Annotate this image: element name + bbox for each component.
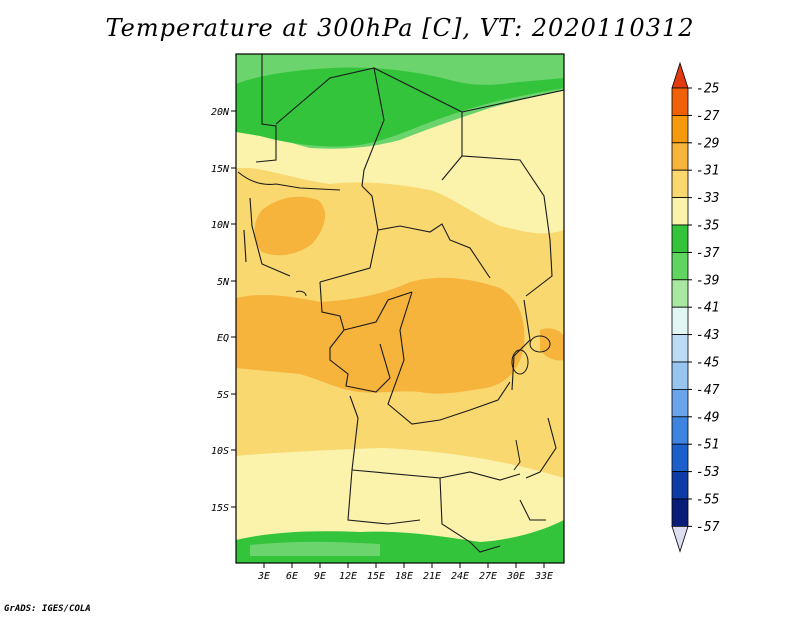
colorbar-label: -53: [696, 465, 719, 480]
colorbar-segment: [671, 251, 689, 281]
lat-labels: 20N 15N 10N 5N EQ 5S 10S 15S: [211, 107, 230, 514]
colorbar-label: -29: [696, 136, 719, 151]
colorbar-segment: [671, 526, 689, 553]
colorbar-label: -43: [696, 328, 719, 343]
colorbar-label: -45: [696, 356, 720, 371]
lat-label: 5S: [217, 390, 229, 401]
lon-ticks: [263, 563, 545, 568]
equatorial-orange-band: [236, 277, 525, 394]
lon-label: 15E: [367, 571, 385, 582]
map-panel: [236, 54, 564, 563]
north-dark-green: [236, 67, 564, 147]
colorbar-label: -35: [696, 219, 720, 234]
colorbar-segment: [671, 334, 689, 363]
lon-label: 18E: [395, 571, 413, 582]
map-frame: [235, 53, 565, 564]
colorbar-label: -49: [696, 410, 719, 425]
footer-credit: GrADS: IGES/COLA: [4, 604, 91, 614]
lon-label: 27E: [479, 571, 497, 582]
lon-label: 21E: [423, 571, 441, 582]
colorbar-segment: [671, 498, 689, 527]
lon-labels: 3E 6E 9E 12E 15E 18E 21E 24E 27E 30E 33E: [257, 571, 553, 582]
lat-label: 15S: [211, 503, 229, 514]
lat-ticks: [231, 110, 236, 508]
lon-label: 9E: [314, 571, 326, 582]
colorbar-segment: [671, 142, 689, 171]
colorbar-segments: [671, 61, 689, 553]
lon-label: 3E: [257, 571, 270, 582]
lat-label: 10N: [211, 220, 230, 231]
colorbar-segment: [671, 87, 689, 116]
lat-label: 10S: [211, 446, 229, 457]
colorbar-segment: [671, 416, 689, 445]
colorbar-label: -31: [696, 164, 719, 179]
colorbar-segment: [671, 169, 689, 198]
lon-label: 24E: [451, 571, 469, 582]
colorbar-segment: [671, 443, 689, 473]
colorbar-labels: -25 -27 -29 -31 -33 -35 -37 -39 -41 -43 -45 -47 -49 -…: [688, 82, 720, 535]
colorbar-label: -27: [696, 109, 720, 124]
colorbar-label: -41: [696, 301, 719, 316]
colorbar-label: -37: [696, 246, 720, 261]
colorbar-label: -25: [696, 82, 720, 97]
colorbar-segment: [671, 61, 689, 89]
lon-label: 6E: [286, 571, 298, 582]
colorbar-segment: [671, 115, 689, 144]
colorbar-segment: [671, 361, 689, 390]
colorbar-label: -57: [696, 520, 720, 535]
colorbar-segment: [671, 388, 689, 418]
lon-label: 33E: [534, 571, 553, 582]
lon-label: 30E: [506, 571, 525, 582]
map-title: Temperature at 300hPa [C], VT: 202011031…: [105, 14, 695, 42]
lat-label: 5N: [217, 277, 230, 288]
colorbar-segment: [671, 224, 689, 253]
lakes: [295, 290, 551, 471]
colorbar-label: -39: [696, 273, 719, 288]
lat-label: 20N: [211, 107, 230, 118]
country-borders: [237, 54, 564, 553]
colorbar-segment: [671, 197, 689, 226]
colorbar-segment: [671, 471, 689, 500]
west-orange-patch: [254, 196, 326, 256]
lat-label: EQ: [217, 333, 229, 344]
ne-orange-spot: [540, 328, 564, 361]
colorbar-segment: [671, 306, 689, 336]
lon-label: 12E: [339, 571, 357, 582]
south-light-green: [250, 541, 380, 556]
lat-label: 15N: [211, 164, 230, 175]
colorbar-label: -51: [696, 438, 719, 453]
colorbar-segment: [671, 279, 689, 308]
colorbar: -25 -27 -29 -31 -33 -35 -37 -39 -41 -43 -45 -47 -49 -…: [671, 61, 720, 553]
colorbar-label: -47: [696, 383, 720, 398]
colorbar-label: -33: [696, 191, 719, 206]
colorbar-label: -55: [696, 493, 720, 508]
